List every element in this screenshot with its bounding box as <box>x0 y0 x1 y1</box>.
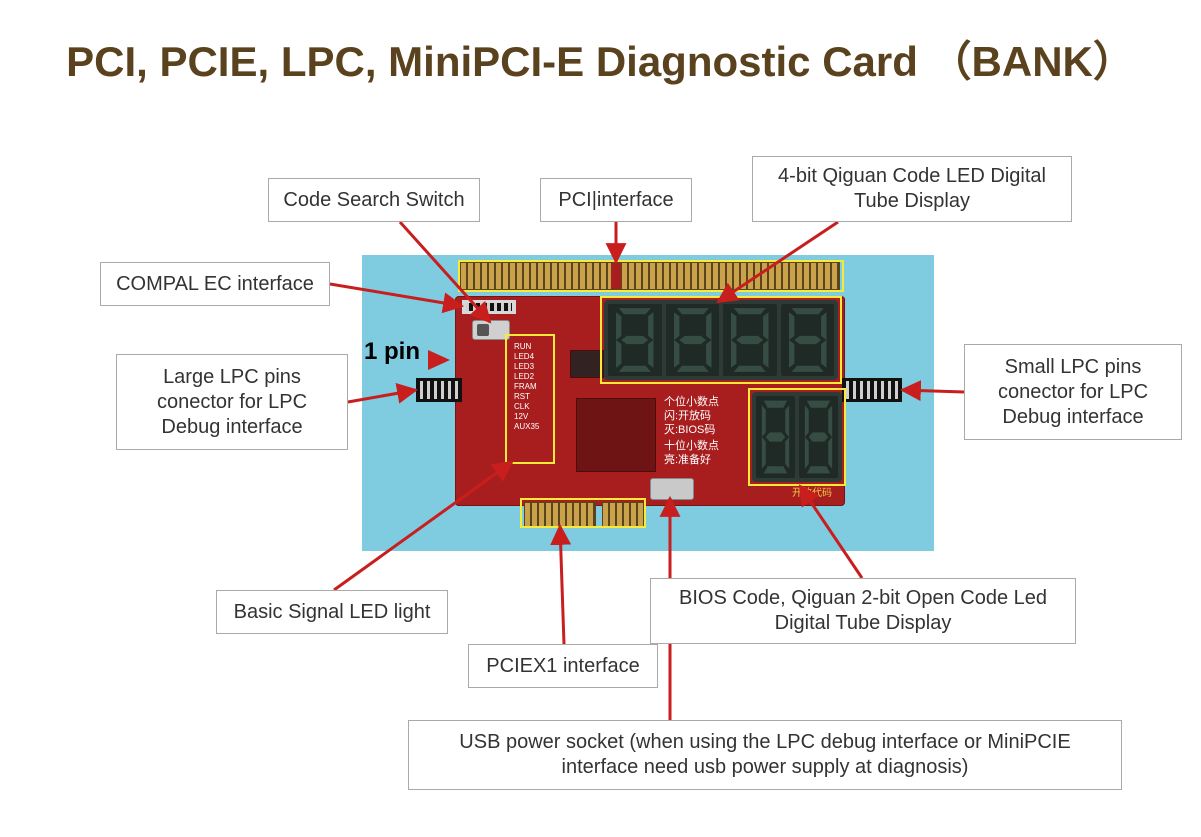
callout-led4: 4-bit Qiguan Code LED Digital Tube Displ… <box>752 156 1072 222</box>
one-pin-label: 1 pin <box>364 338 420 366</box>
small-chip <box>570 350 604 378</box>
pcie-connector-b <box>602 502 644 528</box>
pcie-connector-a <box>524 502 596 528</box>
one-pin-arrow-icon <box>428 350 450 370</box>
code-search-switch <box>472 320 510 340</box>
callout-pci-if: PCI|interface <box>540 178 692 222</box>
silkscreen-text: 个位小数点 闪:开放码 灭:BIOS码 <box>664 396 719 437</box>
callout-small-lpc: Small LPC pins conector for LPC Debug in… <box>964 344 1182 440</box>
page-title: PCI, PCIE, LPC, MiniPCI-E Diagnostic Car… <box>0 28 1201 89</box>
callout-large-lpc: Large LPC pins conector for LPC Debug in… <box>116 354 348 450</box>
silkscreen-text: RUN LED4 LED3 LED2 FRAM RST CLK 12V AUX3… <box>514 342 539 432</box>
callout-bios2: BIOS Code, Qiguan 2-bit Open Code Led Di… <box>650 578 1076 644</box>
compal-header <box>462 300 516 314</box>
silkscreen-text: 十位小数点 亮:准备好 <box>664 440 719 468</box>
diagram-stage: PCI, PCIE, LPC, MiniPCI-E Diagnostic Car… <box>0 0 1201 837</box>
silkscreen-text: 开放代码 <box>792 488 832 501</box>
usb-socket <box>650 478 694 500</box>
callout-basic-led: Basic Signal LED light <box>216 590 448 634</box>
callout-usb: USB power socket (when using the LPC deb… <box>408 720 1122 790</box>
callout-code-search: Code Search Switch <box>268 178 480 222</box>
main-chip <box>576 398 656 472</box>
pci-edge-connector <box>460 262 840 290</box>
callout-compal: COMPAL EC interface <box>100 262 330 306</box>
display-4digit <box>604 300 838 380</box>
small-lpc-header <box>842 378 902 402</box>
large-lpc-header <box>416 378 462 402</box>
display-2digit <box>752 392 842 482</box>
callout-pciex1: PCIEX1 interface <box>468 644 658 688</box>
